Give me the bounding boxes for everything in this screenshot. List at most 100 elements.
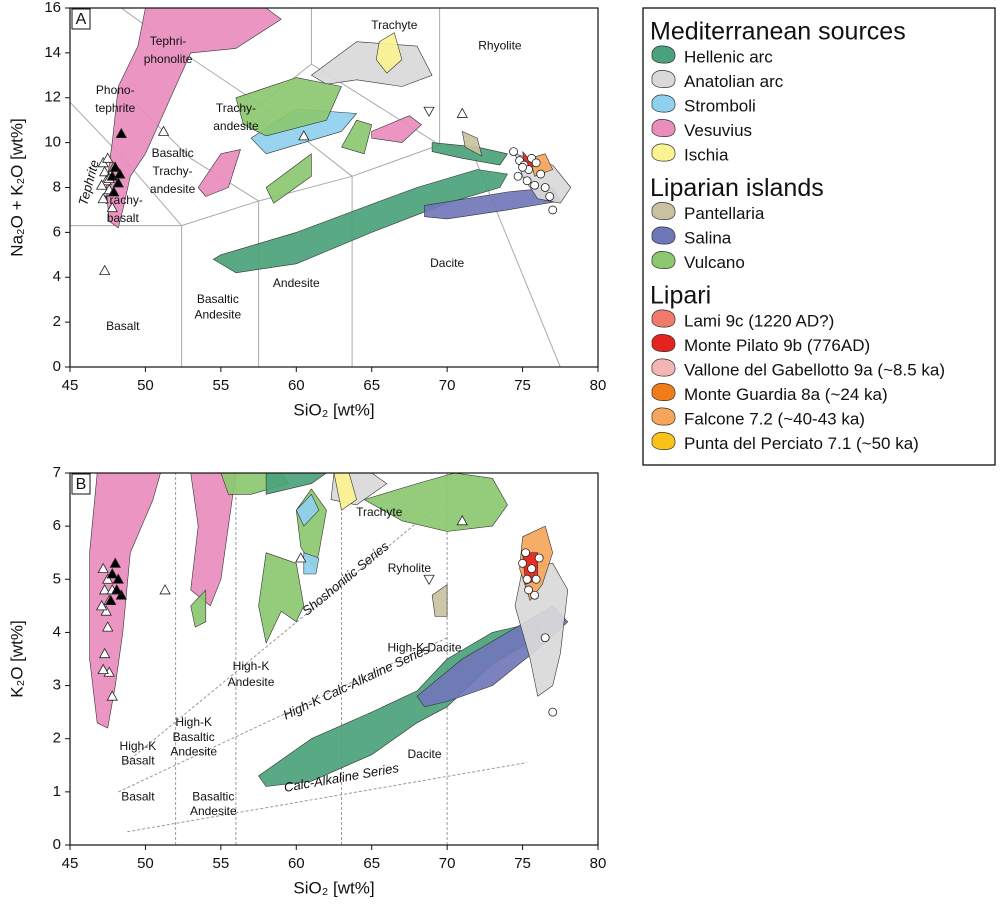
field-region <box>265 153 312 204</box>
legend-label: Pantellaria <box>684 204 765 223</box>
data-point <box>106 690 118 701</box>
field-region <box>190 589 207 628</box>
data-point <box>527 564 537 574</box>
data-point <box>102 573 114 584</box>
data-point <box>108 186 120 197</box>
x-tick-label: 80 <box>590 377 607 394</box>
data-point <box>96 179 108 190</box>
field-region <box>258 552 305 644</box>
y-tick-label: 1 <box>53 783 61 800</box>
legend-label: Punta del Perciato 7.1 (~50 ka) <box>684 434 919 453</box>
field-region <box>341 119 372 155</box>
data-point <box>157 125 170 136</box>
y-tick-label: 14 <box>44 44 61 61</box>
y-tick-label: 6 <box>53 517 61 534</box>
field-region <box>213 169 508 274</box>
field-label: andesite <box>150 182 196 196</box>
data-point <box>102 152 114 163</box>
x-tick-label: 50 <box>137 377 154 394</box>
field-label: Basaltic <box>197 292 239 306</box>
data-point <box>99 165 111 177</box>
field-region <box>375 32 403 74</box>
field-label: High-K <box>120 739 157 753</box>
legend-heading: Mediterranean sources <box>650 18 906 46</box>
data-point <box>536 169 546 179</box>
data-point <box>115 127 127 139</box>
field-label: Dacite <box>408 747 442 761</box>
field-label: Trachyte <box>356 505 403 519</box>
field-label: andesite <box>213 119 259 133</box>
legend-label: Anatolian arc <box>684 72 784 91</box>
field-label: basalt <box>107 211 140 225</box>
field-label: High-K Dacite <box>387 641 461 655</box>
data-point <box>530 180 540 190</box>
panel-label: A <box>76 11 87 28</box>
field-region <box>197 149 241 197</box>
data-point <box>97 192 109 204</box>
field-region <box>311 41 433 87</box>
field-label: Basalt <box>106 319 140 333</box>
data-point <box>100 605 112 616</box>
legend-swatch <box>651 202 676 220</box>
legend-swatch <box>651 334 676 352</box>
field-label: Rhyolite <box>478 38 522 52</box>
data-point <box>524 585 534 595</box>
data-point <box>99 647 111 659</box>
field-label: Trachy- <box>216 101 256 115</box>
x-tick-label: 75 <box>514 377 531 394</box>
x-tick-label: 60 <box>288 855 305 872</box>
field-label: Basalt <box>121 754 155 768</box>
legend-swatch <box>651 432 676 450</box>
plot-area: Tephri-phonolite Trachyte Rhyolite Phono-te… <box>70 8 572 367</box>
data-point <box>456 515 468 526</box>
field-label: Ryholite <box>388 561 432 575</box>
field-region <box>461 131 483 157</box>
field-region <box>303 552 320 575</box>
boundary-line <box>181 144 440 227</box>
panel-label-box <box>71 473 91 495</box>
data-point <box>534 553 544 563</box>
data-point <box>105 594 117 605</box>
field-region <box>89 473 161 729</box>
y-tick-label: 4 <box>53 268 61 285</box>
legend-label: Vulcano <box>684 253 745 272</box>
x-tick-label: 50 <box>137 855 154 872</box>
legend-swatch <box>651 251 676 269</box>
data-point <box>295 552 307 563</box>
field-label: Phono- <box>96 83 135 97</box>
data-point <box>518 162 527 172</box>
data-point <box>97 663 109 675</box>
field-label: tephrite <box>95 101 135 115</box>
data-point <box>298 130 310 141</box>
y-tick-label: 5 <box>53 570 61 587</box>
x-tick-label: 80 <box>590 855 607 872</box>
y-tick-label: 3 <box>53 677 61 694</box>
legend-swatch <box>651 143 676 162</box>
legend-label: Monte Pilato 9b (776AD) <box>684 336 870 355</box>
y-tick-label: 7 <box>53 464 61 481</box>
legend-swatch <box>651 309 676 328</box>
legend-label: Salina <box>684 228 732 247</box>
field-label: Dacite <box>430 256 464 270</box>
legend-heading: Lipari <box>650 282 711 310</box>
data-point <box>513 171 523 181</box>
field-label: Tephri- <box>150 34 187 48</box>
data-point <box>518 558 527 568</box>
x-tick-label: 45 <box>62 855 79 872</box>
data-point <box>423 106 435 118</box>
legend-swatch <box>651 70 676 88</box>
data-point <box>423 574 435 586</box>
data-point <box>509 147 518 157</box>
field-label: Basaltic <box>152 146 194 160</box>
legend-box <box>642 7 996 466</box>
x-tick-label: 65 <box>363 377 380 394</box>
legend-label: Falcone 7.2 (~40-43 ka) <box>684 409 865 428</box>
field-label: Basaltic <box>173 730 215 744</box>
x-tick-label: 70 <box>439 855 456 872</box>
x-tick-label: 60 <box>288 377 305 394</box>
y-tick-label: 2 <box>53 730 61 747</box>
field-label: Basalt <box>121 789 155 803</box>
y-axis-label: K₂O [wt%] <box>7 620 26 697</box>
legend-label: Hellenic arc <box>684 47 773 66</box>
data-point <box>99 264 111 275</box>
